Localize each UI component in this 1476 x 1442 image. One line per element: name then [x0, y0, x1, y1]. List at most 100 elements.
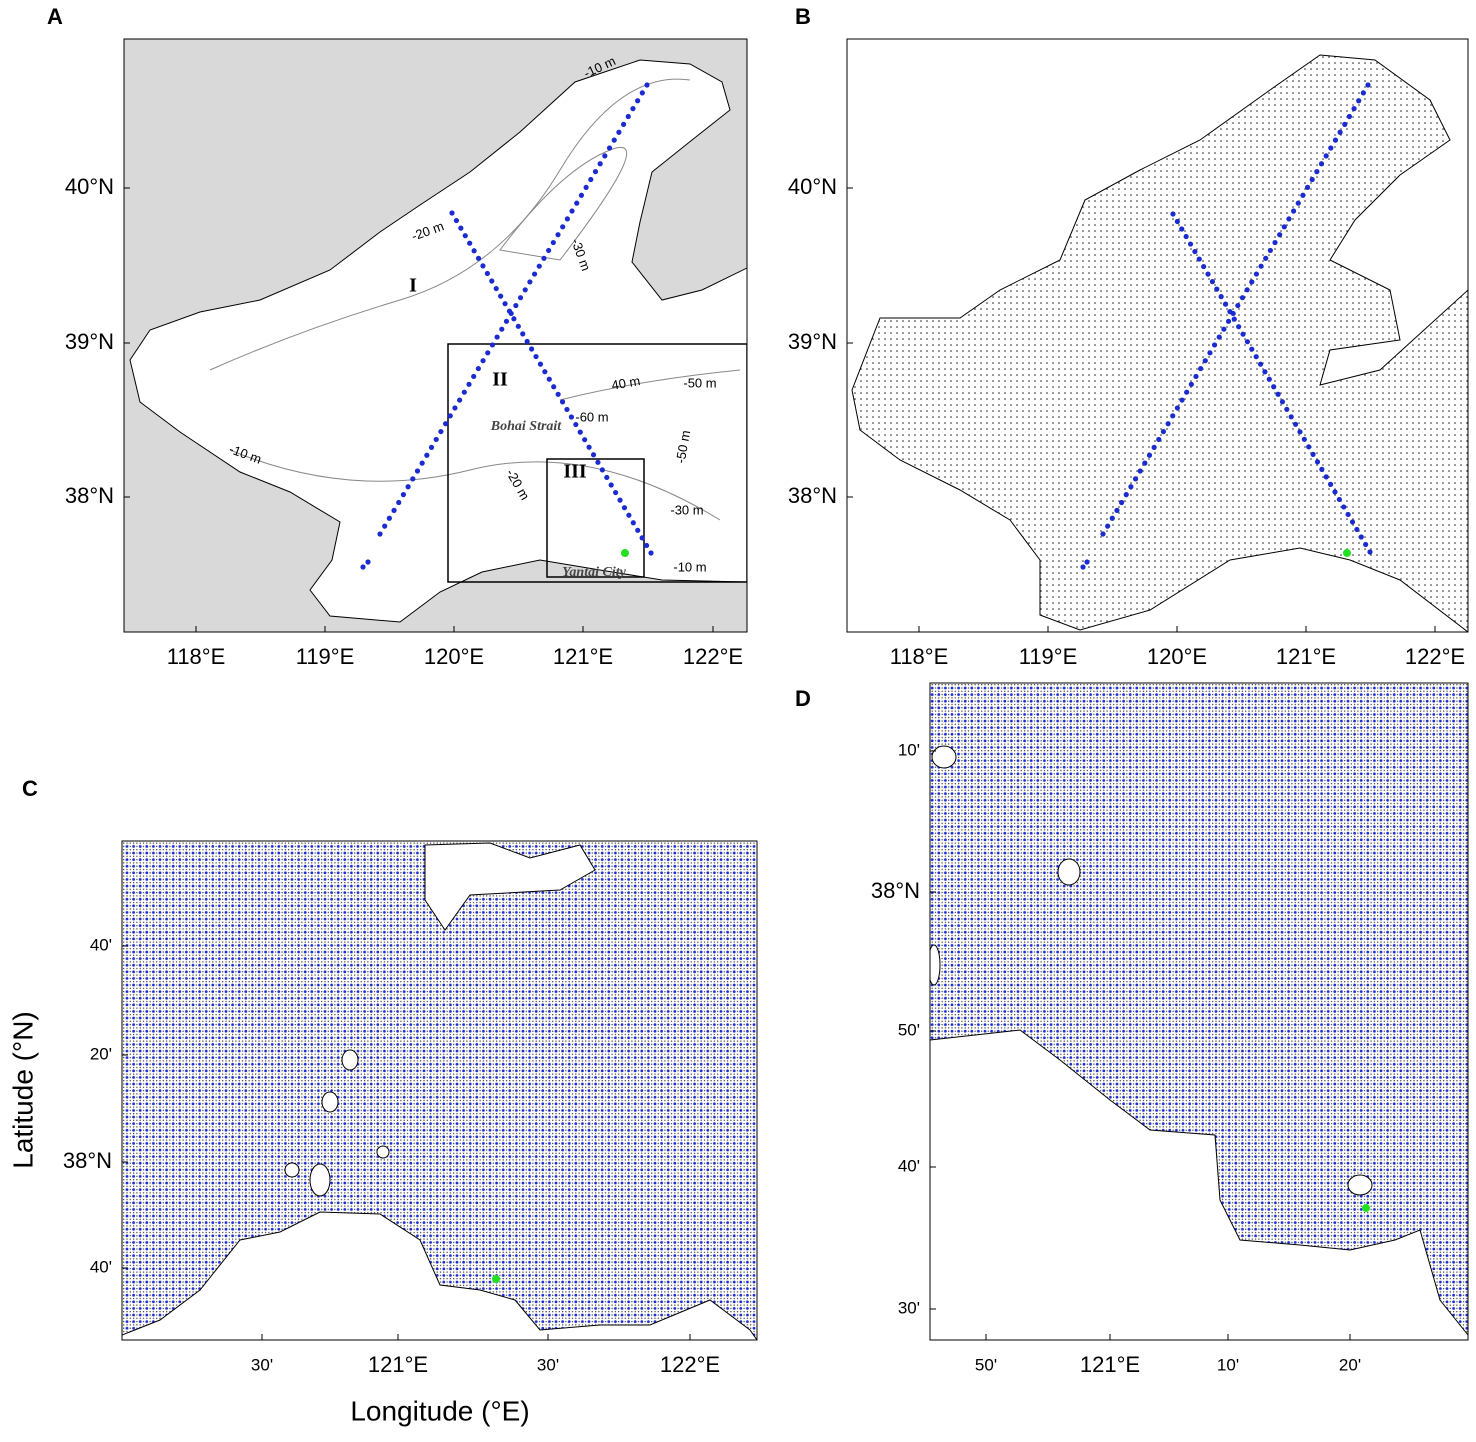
station: [1236, 324, 1242, 330]
station: [569, 208, 575, 214]
station: [522, 287, 528, 293]
site-marker: [1343, 549, 1351, 557]
station: [564, 406, 570, 413]
station: [1184, 389, 1190, 395]
annotation: -60 m: [575, 409, 608, 424]
frame: [121, 840, 758, 1341]
station: [1156, 436, 1162, 443]
station: [452, 405, 458, 411]
annotation: Bohai Strait: [490, 419, 563, 434]
y-tick-label: 30': [898, 1298, 920, 1317]
panel-label: D: [795, 686, 811, 711]
station: [424, 452, 430, 458]
station: [573, 421, 579, 428]
station: [582, 437, 588, 443]
panel-label: A: [47, 4, 63, 29]
x-tick-label: 121°E: [553, 644, 613, 669]
station: [1351, 106, 1357, 112]
station: [475, 365, 481, 372]
y-axis-title: Latitude (°N): [7, 1011, 38, 1169]
station: [604, 474, 610, 481]
station: [550, 239, 556, 246]
y-tick-label: 39°N: [65, 329, 114, 354]
station: [537, 361, 544, 367]
y-tick-label: 50': [898, 1020, 920, 1039]
station: [1358, 534, 1364, 540]
station: [524, 338, 530, 345]
y-tick-label: 40': [898, 1156, 920, 1175]
station: [414, 468, 421, 474]
station: [1146, 452, 1153, 458]
station: [643, 542, 650, 549]
station: [517, 295, 524, 301]
station: [527, 279, 533, 285]
station: [1323, 474, 1329, 480]
station: [1244, 287, 1250, 293]
x-tick-label: 122°E: [1405, 644, 1465, 669]
annotation: -10 m: [673, 559, 706, 574]
station: [1221, 326, 1227, 332]
station: [1187, 241, 1194, 247]
station: [382, 523, 388, 529]
station: [453, 217, 460, 224]
station: [531, 271, 538, 277]
station: [1342, 121, 1348, 127]
station: [458, 225, 464, 231]
station: [503, 318, 510, 324]
station: [1225, 318, 1232, 324]
station: [498, 293, 504, 299]
station: [1165, 421, 1171, 427]
station: [1183, 233, 1189, 240]
station: [1244, 339, 1251, 345]
station: [1100, 531, 1106, 537]
station: [1174, 405, 1180, 411]
sea: [129, 59, 747, 623]
station: [1137, 468, 1143, 474]
x-tick-label: 121°E: [1276, 644, 1336, 669]
station: [546, 376, 552, 382]
x-tick-label: 118°E: [890, 644, 949, 669]
station: [1365, 82, 1371, 88]
y-tick-label: 38°N: [871, 878, 920, 903]
station: [616, 129, 622, 135]
station: [499, 326, 505, 332]
station: [1214, 286, 1220, 292]
station: [1239, 295, 1246, 301]
annotation: -50 m: [673, 429, 694, 464]
station: [1193, 373, 1199, 380]
map-b: [851, 54, 1468, 632]
x-axis-title: Longitude (°E): [350, 1395, 529, 1426]
station: [1179, 397, 1185, 403]
annotation: 40 m: [610, 373, 641, 393]
x-tick-label: 30': [537, 1355, 559, 1374]
x-tick-label: 118°E: [167, 644, 226, 669]
station: [536, 263, 542, 269]
station: [1279, 399, 1286, 405]
station: [405, 484, 411, 490]
station: [1281, 224, 1287, 230]
station: [1227, 309, 1233, 315]
station: [1286, 216, 1292, 222]
station: [515, 323, 521, 329]
station: [621, 505, 628, 511]
x-tick-label: 121°E: [1080, 1352, 1140, 1377]
station: [1128, 484, 1134, 490]
station: [1231, 316, 1237, 322]
station: [438, 428, 444, 435]
station: [511, 316, 517, 322]
y-tick-label: 10': [898, 740, 920, 759]
x-tick-label: 122°E: [660, 1352, 720, 1377]
station: [1249, 279, 1255, 285]
station: [386, 515, 392, 521]
station: [546, 247, 552, 254]
x-tick-label: 120°E: [1147, 644, 1207, 669]
station: [1118, 499, 1125, 506]
x-tick-label: 119°E: [1019, 644, 1078, 669]
station: [590, 452, 597, 458]
station: [391, 507, 397, 513]
station: [494, 334, 500, 340]
y-tick-label: 39°N: [788, 329, 837, 354]
station: [396, 499, 402, 506]
station: [1084, 559, 1090, 565]
station: [555, 232, 561, 238]
